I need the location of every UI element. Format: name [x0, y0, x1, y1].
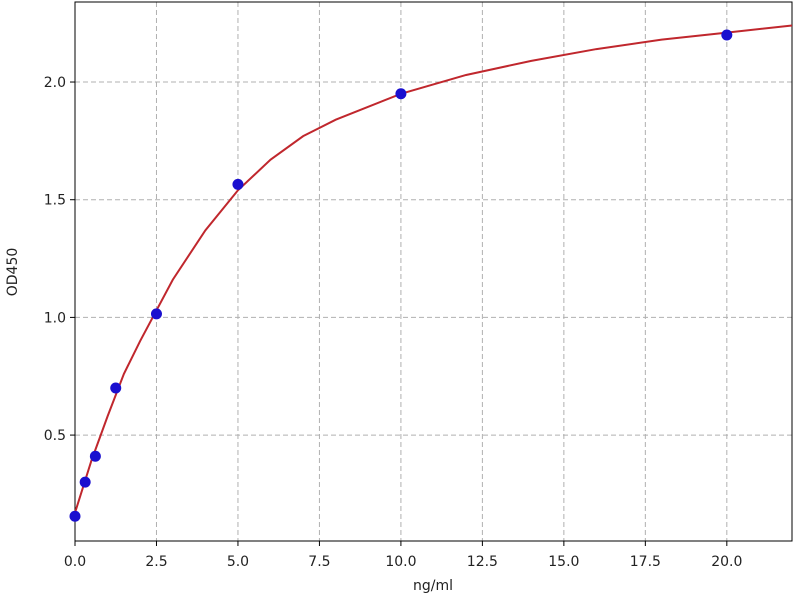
- x-tick-label: 12.5: [467, 554, 498, 570]
- x-tick-label: 20.0: [711, 554, 742, 570]
- y-tick-label: 1.5: [44, 193, 66, 209]
- x-axis-label: ng/ml: [413, 578, 453, 594]
- data-point: [232, 178, 244, 190]
- plot-frame: [74, 1, 793, 542]
- x-tick-label: 5.0: [227, 554, 249, 570]
- x-tick-label: 15.0: [548, 554, 579, 570]
- data-point: [150, 308, 162, 320]
- x-tick-label: 7.5: [308, 554, 330, 570]
- x-tick-label: 17.5: [630, 554, 661, 570]
- data-point: [110, 382, 122, 394]
- y-tick-label: 0.5: [44, 428, 66, 444]
- x-tick-label: 0.0: [64, 554, 86, 570]
- data-point: [395, 88, 407, 100]
- y-tick-label: 2.0: [44, 75, 66, 91]
- y-tick-label: 1.0: [44, 310, 66, 326]
- data-point: [721, 29, 733, 41]
- x-tick-label: 10.0: [385, 554, 416, 570]
- y-axis-label: OD450: [5, 248, 21, 297]
- data-point: [79, 476, 91, 488]
- x-tick-label: 2.5: [145, 554, 167, 570]
- fit-curve: [74, 24, 793, 514]
- data-point: [89, 450, 101, 462]
- data-point: [69, 510, 81, 522]
